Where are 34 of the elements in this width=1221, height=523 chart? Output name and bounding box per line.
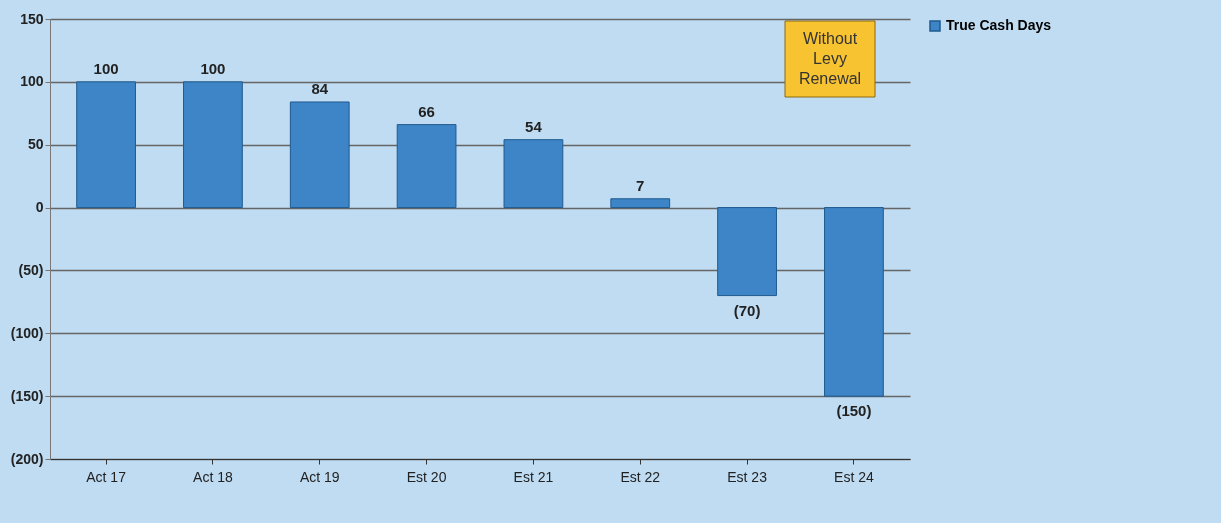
text: (150) bbox=[836, 402, 872, 420]
bar bbox=[824, 207, 884, 397]
text: 54 bbox=[525, 117, 542, 135]
y-tick-label: (100) bbox=[10, 324, 44, 341]
y-tick-label: 0 bbox=[35, 199, 44, 216]
y-tick-label: (200) bbox=[10, 450, 44, 467]
bar bbox=[183, 81, 243, 209]
y-tick-label: 100 bbox=[20, 73, 44, 90]
y-tick-label: 150 bbox=[20, 10, 44, 27]
x-tick-label: Est 20 bbox=[406, 468, 447, 485]
text: 100 bbox=[200, 59, 226, 77]
text: 100 bbox=[93, 59, 119, 77]
annotation: Without Levy Renewal bbox=[798, 30, 862, 87]
y-tick-label: 50 bbox=[27, 136, 44, 153]
text: (70) bbox=[733, 301, 761, 319]
bar bbox=[76, 81, 136, 209]
x-tick-label: Act 18 bbox=[193, 468, 233, 485]
text: 7 bbox=[636, 176, 645, 194]
y-tick-label: (150) bbox=[10, 387, 44, 404]
bar bbox=[610, 198, 671, 209]
y-tick-label: (50) bbox=[18, 261, 44, 278]
x-tick-label: Est 21 bbox=[513, 468, 554, 485]
bar bbox=[289, 101, 350, 209]
x-tick-label: Est 22 bbox=[620, 468, 661, 485]
bar bbox=[717, 207, 777, 297]
bar bbox=[396, 124, 457, 209]
bar bbox=[503, 139, 564, 209]
legend-label: True Cash Days bbox=[946, 17, 1052, 33]
x-tick-label: Est 23 bbox=[727, 468, 768, 485]
text: 84 bbox=[311, 79, 329, 97]
x-tick-label: Act 19 bbox=[299, 468, 340, 485]
text: 66 bbox=[418, 102, 435, 120]
x-tick-label: Act 17 bbox=[86, 468, 127, 485]
x-tick-label: Est 24 bbox=[834, 468, 874, 485]
